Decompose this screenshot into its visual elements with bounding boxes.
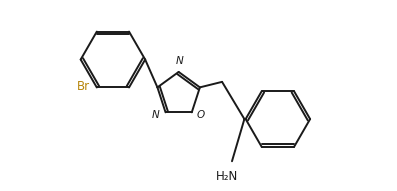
Text: H₂N: H₂N <box>216 170 238 183</box>
Text: N: N <box>176 56 184 66</box>
Text: O: O <box>197 110 205 120</box>
Text: Br: Br <box>77 80 90 93</box>
Text: N: N <box>152 110 159 120</box>
